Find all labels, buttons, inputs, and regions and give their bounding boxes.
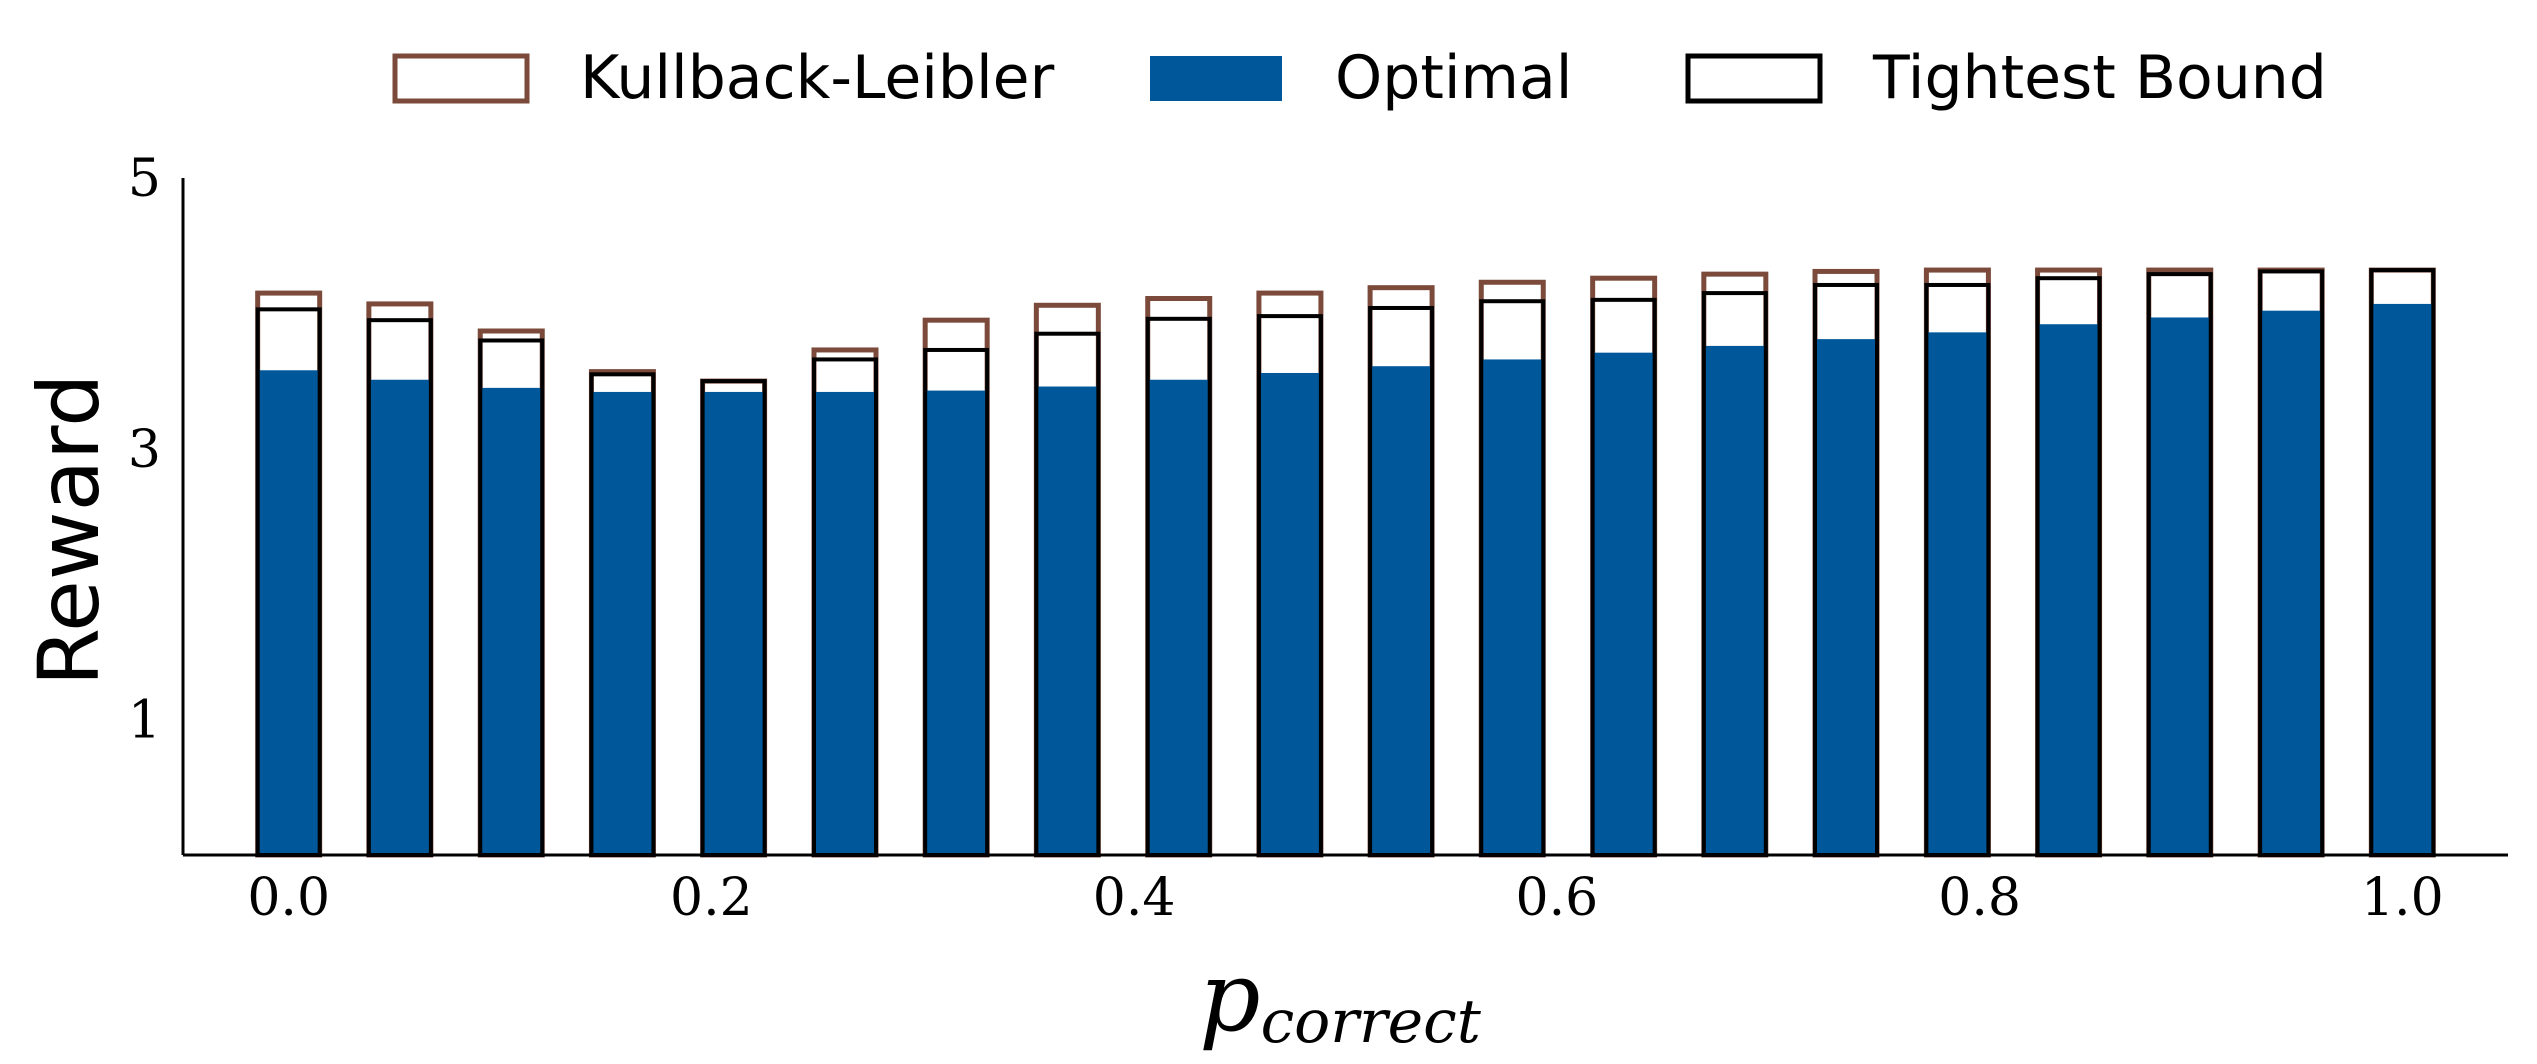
x-tick-label-4: 0.8	[1938, 868, 2021, 928]
x-axis-label: pcorrect	[1199, 941, 1482, 1057]
optimal-bar-11	[1481, 359, 1544, 855]
optimal-bar-16	[2037, 324, 2100, 855]
optimal-bar-15	[1926, 332, 1989, 856]
optimal-bar-10	[1370, 366, 1433, 855]
x-tick-label-2: 0.4	[1093, 868, 1176, 928]
optimal-bar-4	[702, 391, 765, 855]
optimal-bar-1	[368, 379, 431, 855]
x-tick-label-1: 0.2	[670, 868, 753, 928]
optimal-bar-0	[257, 370, 320, 855]
optimal-bar-19	[2371, 303, 2434, 855]
optimal-bar-6	[925, 390, 988, 855]
optimal-bar-18	[2260, 310, 2323, 855]
optimal-bar-14	[1815, 339, 1878, 856]
x-tick-label-0: 0.0	[247, 868, 330, 928]
optimal-bar-12	[1592, 352, 1655, 855]
optimal-bar-17	[2148, 317, 2211, 855]
optimal-bar-9	[1258, 372, 1321, 855]
legend-label-0: Kullback-Leibler	[580, 43, 1055, 113]
x-axis-label-main: p	[1199, 941, 1260, 1053]
legend-label-1: Optimal	[1335, 43, 1572, 113]
axes	[181, 178, 2508, 857]
legend-swatch-1	[1150, 56, 1282, 101]
tick-labels: 0.0 0.2 0.4 0.6 0.8 1.0 1 3 5	[128, 149, 2444, 928]
x-axis-label-sub: correct	[1261, 987, 1482, 1057]
y-tick-label-1: 3	[128, 420, 161, 480]
y-tick-label-2: 5	[128, 149, 161, 209]
legend-swatch-0	[392, 53, 530, 104]
legend: Kullback-Leibler Optimal Tightest Bound	[392, 43, 2327, 113]
legend-swatch-2	[1685, 53, 1823, 104]
optimal-bar-2	[480, 387, 543, 855]
optimal-bar-8	[1147, 379, 1210, 855]
y-tick-label-0: 1	[128, 691, 161, 751]
optimal-bar-3	[591, 391, 654, 855]
x-tick-label-5: 1.0	[2361, 868, 2444, 928]
legend-label-2: Tightest Bound	[1872, 43, 2327, 113]
bars-layer	[255, 267, 2436, 858]
optimal-bar-13	[1703, 345, 1766, 855]
optimal-bar-5	[813, 391, 876, 855]
x-tick-label-3: 0.6	[1516, 868, 1599, 928]
y-axis-label: Reward	[20, 374, 118, 687]
optimal-bar-7	[1036, 386, 1099, 855]
